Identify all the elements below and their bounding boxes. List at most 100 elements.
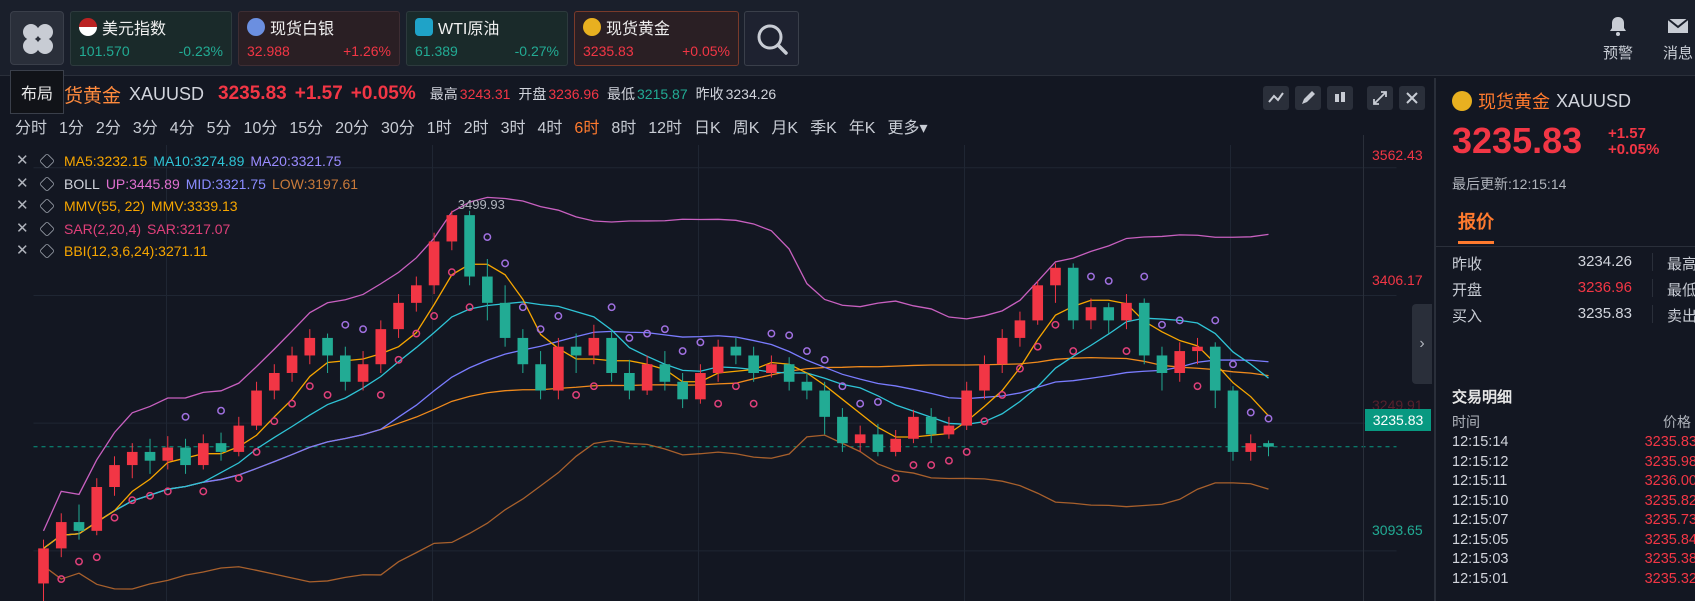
oil-icon — [415, 18, 433, 36]
sar-dot — [465, 303, 474, 312]
candle-body — [801, 381, 813, 391]
candle-body — [570, 346, 582, 356]
sar-dot — [518, 303, 527, 312]
draw-tool-button[interactable] — [1295, 86, 1321, 110]
settings-icon[interactable] — [39, 198, 55, 215]
tab-underline — [1458, 241, 1494, 244]
period-10[interactable]: 1时 — [426, 120, 452, 137]
period-5[interactable]: 5分 — [206, 120, 232, 137]
sar-dot — [678, 347, 687, 356]
settings-icon[interactable] — [39, 153, 55, 170]
close-chart-button[interactable] — [1399, 86, 1425, 110]
sar-dot — [110, 513, 119, 522]
period-0[interactable]: 分时 — [15, 120, 48, 137]
period-13[interactable]: 4时 — [537, 120, 563, 137]
settings-icon[interactable] — [39, 175, 55, 192]
panel-title: 现货黄金 XAUUSD — [1452, 88, 1631, 114]
period-20[interactable]: 季K — [810, 120, 837, 137]
close-icon[interactable]: ✕ — [16, 174, 29, 192]
candle-body — [1192, 346, 1203, 352]
collapse-panel-button[interactable]: › — [1412, 304, 1432, 384]
period-2[interactable]: 2分 — [95, 120, 121, 137]
sar-dot — [412, 329, 421, 338]
candle-body — [908, 416, 919, 439]
candle-body — [624, 373, 635, 391]
period-7[interactable]: 15分 — [289, 120, 324, 137]
candle-body — [979, 364, 990, 391]
period-16[interactable]: 12时 — [648, 120, 683, 137]
trade-price: 3235.98 — [1644, 453, 1695, 470]
ticker-change: +0.05% — [682, 43, 730, 59]
period-6[interactable]: 10分 — [243, 120, 278, 137]
indicator-legend: ✕ MA5:3232.15 MA10:3274.89 MA20:3321.75 ✕ BOL… — [16, 150, 358, 263]
header-change-pct: +0.05% — [350, 83, 416, 104]
sar-dot — [234, 474, 243, 483]
sar-dot — [430, 312, 439, 320]
period-19[interactable]: 月K — [771, 120, 799, 137]
close-icon[interactable]: ✕ — [16, 197, 29, 214]
sar-dot — [270, 417, 279, 426]
quote-label: 买入 — [1452, 308, 1483, 325]
period-14[interactable]: 6时 — [574, 120, 600, 137]
fullscreen-button[interactable] — [1367, 86, 1393, 110]
settings-icon[interactable] — [39, 243, 55, 260]
indicator-value: UP:3445.89 — [105, 175, 180, 192]
chart-header: 货黄金 XAUUSD 3235.83 +1.57 +0.05% 最高 3243.3… — [0, 78, 1430, 110]
candle-body — [783, 364, 795, 382]
trades-title: 交易明细 — [1452, 389, 1513, 406]
candle-body — [641, 364, 653, 391]
search-button[interactable] — [744, 11, 799, 66]
period-21[interactable]: 年K — [848, 120, 876, 137]
period-11[interactable]: 2时 — [463, 120, 489, 137]
period-3[interactable]: 3分 — [132, 120, 158, 137]
period-1[interactable]: 1分 — [59, 120, 84, 137]
quote-row: 昨收 3234.26 最高 — [1452, 253, 1695, 274]
indicator-tool-button[interactable] — [1263, 86, 1289, 110]
quote-label-2: 最低 — [1666, 282, 1695, 299]
candle-body — [268, 373, 280, 391]
candlestick-chart[interactable]: 3499.93 — [0, 145, 1430, 601]
ticker-price: 3235.83 — [583, 43, 634, 59]
period-17[interactable]: 日K — [694, 120, 721, 137]
period-8[interactable]: 20分 — [335, 120, 369, 137]
layout-button[interactable] — [10, 11, 64, 65]
period-22[interactable]: 更多▾ — [887, 120, 928, 137]
sar-dot — [660, 325, 669, 334]
quote-row: 开盘 3236.96 最低 — [1452, 279, 1695, 300]
panel-change-pct: +0.05% — [1608, 141, 1660, 158]
alert-button[interactable]: 预警 — [1603, 14, 1633, 63]
axis-tick: 3406.17 — [1372, 272, 1423, 288]
tab-quote[interactable]: 报价 — [1458, 212, 1494, 232]
trade-price: 3235.84 — [1644, 531, 1695, 548]
close-icon[interactable]: ✕ — [16, 152, 29, 169]
trade-row: 12:15:11 3236.00 — [1452, 473, 1695, 489]
period-18[interactable]: 周K — [732, 120, 760, 137]
sar-dot — [696, 338, 705, 347]
mail-icon — [1667, 18, 1689, 33]
sar-dot — [820, 355, 829, 364]
settings-icon[interactable] — [39, 220, 55, 237]
ma20-line — [43, 330, 1269, 549]
candle-body — [464, 215, 475, 277]
low-value: 3215.87 — [637, 86, 688, 102]
ticker-usd-index[interactable]: 美元指数 101.570 -0.23% — [70, 11, 232, 66]
candle-body — [411, 285, 422, 303]
ticker-wti-oil[interactable]: WTI原油 61.389 -0.27% — [406, 11, 568, 66]
message-label: 消息 — [1663, 45, 1694, 62]
close-icon[interactable]: ✕ — [16, 219, 29, 237]
candle-body — [1067, 267, 1079, 321]
close-icon[interactable]: ✕ — [16, 242, 29, 259]
ticker-gold[interactable]: 现货黄金 3235.83 +0.05% — [574, 11, 739, 66]
ticker-silver[interactable]: 现货白银 32.988 +1.26% — [238, 11, 400, 66]
candle-type-button[interactable] — [1327, 86, 1353, 110]
message-button[interactable]: 消息 — [1663, 14, 1693, 63]
ma5-line — [43, 263, 1269, 549]
period-4[interactable]: 4分 — [169, 120, 195, 137]
period-15[interactable]: 8时 — [611, 120, 637, 137]
period-12[interactable]: 3时 — [500, 120, 526, 137]
sar-dot — [838, 382, 847, 391]
indicator-value: MID:3321.75 — [185, 175, 266, 192]
period-9[interactable]: 30分 — [380, 120, 415, 137]
trade-time: 12:15:11 — [1452, 473, 1508, 489]
trade-row: 12:15:07 3235.73 — [1452, 512, 1695, 528]
